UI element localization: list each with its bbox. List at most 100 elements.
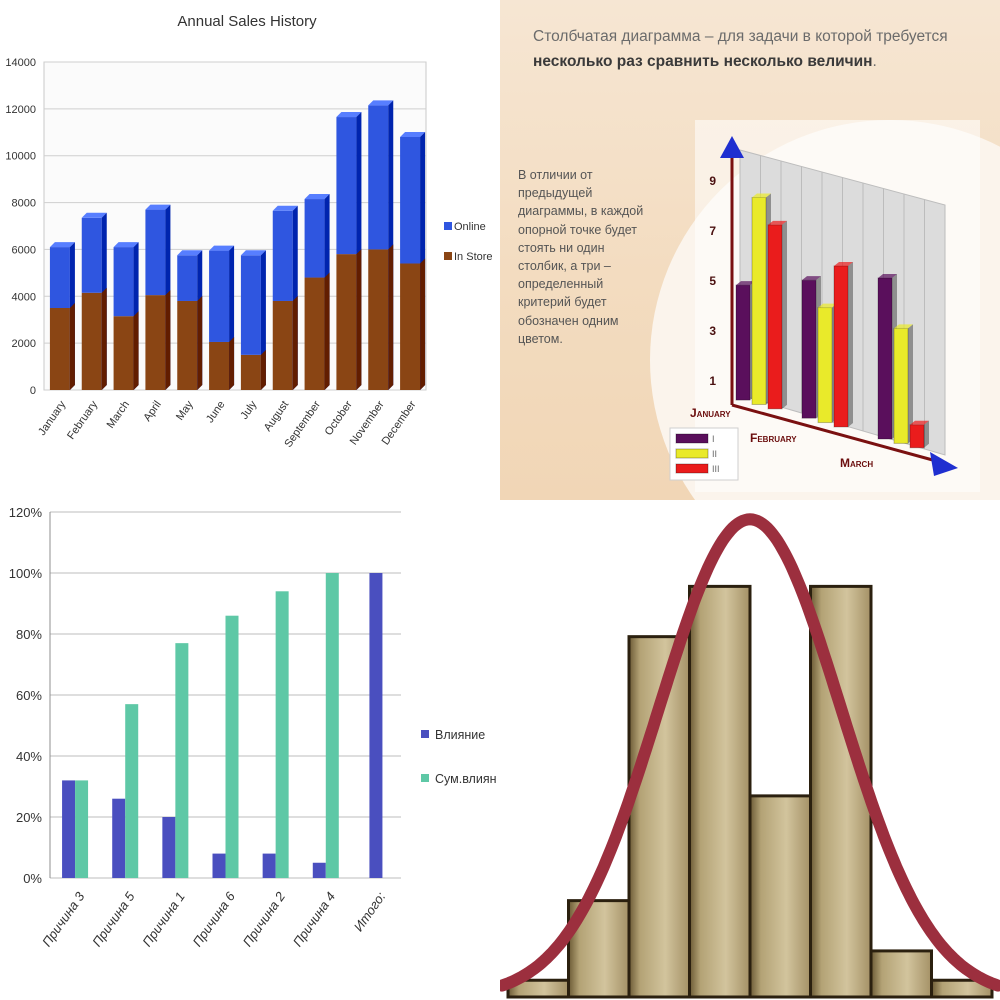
bar-cumulative — [325, 573, 339, 878]
bar-online — [177, 255, 198, 301]
bar-impact — [369, 573, 383, 878]
x-tick-label: April — [141, 399, 163, 424]
y-tick-label: 0 — [30, 385, 36, 397]
x-tick-label: August — [262, 399, 291, 434]
y-tick-label: 0% — [23, 871, 42, 886]
bar-side-face — [101, 287, 107, 390]
bar-top-face — [209, 245, 235, 251]
bar-top-face — [802, 276, 821, 281]
legend-swatch — [675, 463, 709, 474]
y-tick-label: 1 — [709, 374, 716, 388]
bar-instore — [177, 300, 198, 390]
bar-top-face — [49, 242, 75, 248]
bar-online — [240, 255, 261, 355]
bar-cumulative — [175, 643, 189, 878]
bar-instore — [81, 292, 102, 390]
bar-impact — [162, 817, 176, 878]
x-tick-label: March — [105, 399, 132, 431]
bar-side-face — [197, 295, 203, 390]
legend-label: I — [712, 434, 715, 444]
bar-instore — [368, 249, 389, 390]
bar-iii — [833, 265, 849, 428]
legend-label-instore: In Store — [454, 251, 493, 263]
bar-top-face — [752, 193, 771, 198]
y-tick-label: 80% — [16, 627, 42, 642]
y-tick-label: 8000 — [12, 198, 36, 210]
bar-side-face — [848, 261, 853, 427]
bar-top-face — [81, 212, 107, 218]
bar-side-face — [356, 249, 362, 390]
y-tick-label: 120% — [9, 505, 43, 520]
bar-online — [209, 250, 230, 342]
x-tick-label: Причина 6 — [189, 888, 238, 949]
heading-bold-text: несколько раз сравнить несколько величин — [533, 53, 873, 70]
histogram-bar — [688, 584, 752, 999]
bar-side-face — [260, 349, 266, 390]
bar-instore — [304, 277, 325, 390]
bar-side-face — [292, 295, 298, 390]
legend-label-impact: Влияние — [435, 728, 485, 742]
bar-i — [877, 277, 893, 440]
bar-impact — [212, 853, 226, 878]
bar-side-face — [924, 420, 929, 448]
bar-iii — [767, 224, 783, 410]
normal-curve — [500, 513, 1000, 992]
bar-cumulative — [75, 780, 89, 878]
bar-side-face — [388, 244, 394, 390]
month-label: February — [750, 431, 797, 445]
bar-top-face — [145, 204, 171, 210]
y-tick-label: 7 — [709, 224, 716, 238]
x-tick-label: Причина 2 — [240, 888, 289, 949]
bar-instore — [113, 316, 134, 390]
bar-online — [400, 136, 421, 264]
bar-top-face — [336, 112, 362, 118]
x-tick-label: February — [65, 398, 100, 441]
x-tick-label: October — [323, 399, 355, 438]
bar-instore — [400, 263, 421, 390]
bar-top-face — [400, 131, 426, 137]
legend-swatch-cumulative — [421, 774, 429, 782]
legend-swatch-online — [444, 222, 452, 230]
y-tick-label: 5 — [709, 274, 716, 288]
bar-online — [304, 199, 325, 278]
bar-ii — [751, 196, 767, 405]
panel-heading: Столбчатая диаграмма – для задачи в кото… — [533, 24, 973, 74]
bar-impact — [62, 780, 76, 878]
bar-impact — [112, 798, 126, 878]
bar-top-face — [894, 324, 913, 329]
y-tick-label: 2000 — [12, 338, 36, 350]
bar-impact — [312, 862, 326, 878]
bar-top-face — [272, 205, 298, 211]
x-tick-label: Причина 1 — [139, 889, 187, 949]
legend-swatch — [675, 448, 709, 459]
bar-side-face — [782, 220, 787, 409]
bar-instore — [336, 254, 357, 390]
bar-impact — [262, 853, 276, 878]
bar-instore — [209, 341, 230, 390]
y-tick-label: 14000 — [5, 57, 36, 69]
legend-label: III — [712, 464, 720, 474]
sales-legend: Online In Store — [444, 221, 493, 263]
sales-chart-title: Annual Sales History — [177, 13, 317, 30]
y-tick-label: 9 — [709, 174, 716, 188]
bar-side-face — [229, 336, 235, 390]
bar-top-face — [368, 100, 394, 106]
clustered-bar-info-panel: Столбчатая диаграмма – для задачи в кото… — [500, 0, 1000, 500]
y-tick-label: 4000 — [12, 291, 36, 303]
annual-sales-chart: Annual Sales History 0 2000 4000 6000 8000 10… — [5, 13, 493, 450]
bar-top-face — [878, 274, 897, 279]
panel-body-text: В отличии от предыдущей диаграммы, в каж… — [518, 168, 644, 346]
legend-swatch — [675, 433, 709, 444]
pareto-chart-panel: 0% 20% 40% 60% 80% 100% 120% Причина 3 Причина 5… — [0, 500, 500, 1000]
heading-end: . — [872, 53, 877, 70]
bar-side-face — [69, 303, 75, 390]
bar-iii — [909, 424, 925, 449]
bar-top-face — [768, 220, 787, 225]
histogram-normal-curve — [500, 513, 1000, 999]
bar-ii — [817, 307, 833, 424]
legend-swatch-instore — [444, 252, 452, 260]
y-tick-label: 20% — [16, 810, 42, 825]
bar-top-face — [177, 250, 203, 256]
y-tick-label: 12000 — [5, 104, 36, 116]
